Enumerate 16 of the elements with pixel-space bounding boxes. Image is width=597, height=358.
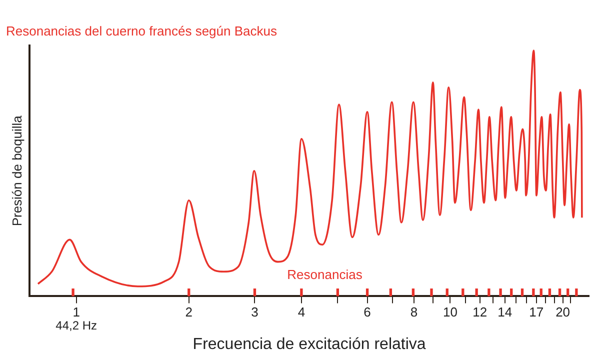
y-axis-title: Presión de boquilla bbox=[9, 114, 24, 226]
x-tick-label: 10 bbox=[443, 304, 458, 320]
x-tick-label: 8 bbox=[410, 304, 418, 320]
x-tick-label: 3 bbox=[251, 304, 258, 320]
x-axis-title: Frecuencia de excitación relativa bbox=[192, 336, 426, 353]
x-tick-label: 12 bbox=[472, 304, 488, 320]
x-tick-label: 17 bbox=[529, 304, 544, 320]
x-tick-label: 2 bbox=[185, 304, 192, 320]
text: 44,2 Hz bbox=[56, 318, 97, 333]
x-tick-label: 20 bbox=[556, 304, 570, 320]
x-tick-label: 1 bbox=[72, 304, 80, 320]
x-tick-label: 4 bbox=[298, 304, 306, 320]
chart-title: Resonancias del cuerno francés según Backus bbox=[6, 23, 278, 38]
x-tick-label: 6 bbox=[364, 304, 371, 320]
series-label: Resonancias bbox=[287, 266, 363, 282]
x-tick-label: 14 bbox=[498, 304, 512, 320]
